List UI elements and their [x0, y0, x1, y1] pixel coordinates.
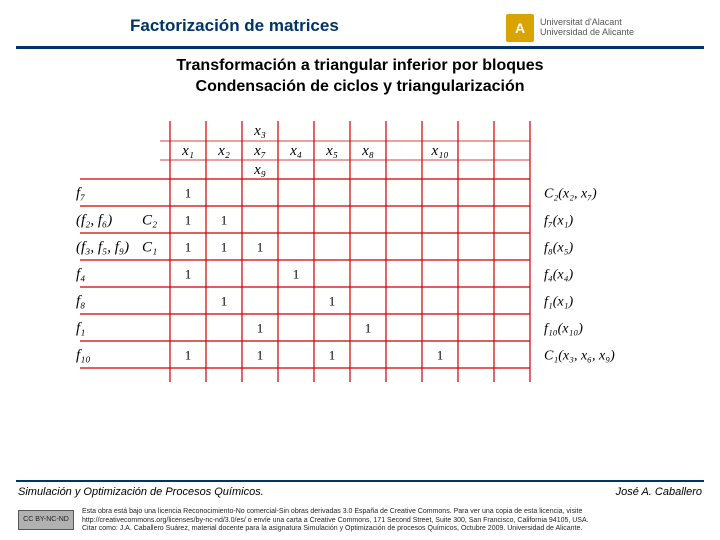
- svg-text:1: 1: [329, 293, 336, 308]
- svg-text:f₈(x₅): f₈(x₅): [544, 240, 574, 255]
- svg-text:f₈: f₈: [76, 293, 85, 309]
- svg-text:f₄: f₄: [76, 266, 85, 282]
- svg-text:1: 1: [185, 266, 192, 281]
- svg-text:1: 1: [185, 185, 192, 200]
- ua-text: Universitat d'Alacant Universidad de Ali…: [540, 18, 634, 38]
- footer-meta: Simulación y Optimización de Procesos Qu…: [18, 486, 702, 498]
- svg-text:(f₃, f₅, f₉): (f₃, f₅, f₉): [76, 239, 129, 255]
- svg-text:f₇(x₁): f₇(x₁): [544, 213, 574, 228]
- svg-text:x₃: x₃: [253, 123, 266, 139]
- ua-shield-icon: A: [506, 14, 534, 42]
- svg-text:x₄: x₄: [289, 143, 302, 159]
- svg-text:1: 1: [437, 347, 444, 362]
- cc-line-1: Esta obra está bajo una licencia Reconoc…: [82, 508, 702, 517]
- header-divider: [16, 46, 704, 49]
- svg-text:1: 1: [221, 239, 228, 254]
- slide-subtitle: Transformación a triangular inferior por…: [0, 56, 720, 98]
- svg-text:C₁(x₃, x₆, x₉): C₁(x₃, x₆, x₉): [544, 348, 615, 363]
- svg-text:C₁: C₁: [142, 239, 157, 255]
- cc-badge-icon: CC BY-NC-ND: [18, 510, 74, 530]
- svg-text:C₂: C₂: [142, 212, 157, 228]
- author-name: José A. Caballero: [616, 486, 702, 498]
- svg-text:x₈: x₈: [361, 143, 374, 159]
- matrix-diagram: x₃ x₁ x₂ x₇ x₄ x₅ x₈ x₁₀ x₉ f₇ (f₂, f₆) (f₃, f₅, f₉…: [60, 105, 660, 465]
- svg-text:1: 1: [257, 347, 264, 362]
- subtitle-line-1: Transformación a triangular inferior por…: [0, 56, 720, 77]
- svg-text:x₉: x₉: [253, 162, 266, 178]
- cc-line-3: Citar como: J.A. Caballero Suárez, mater…: [82, 525, 702, 534]
- university-logo: A Universitat d'Alacant Universidad de A…: [506, 12, 706, 44]
- svg-text:1: 1: [257, 320, 264, 335]
- svg-text:x₅: x₅: [325, 143, 338, 159]
- svg-text:1: 1: [185, 239, 192, 254]
- slide-title: Factorización de matrices: [130, 16, 339, 36]
- svg-text:1: 1: [221, 212, 228, 227]
- svg-text:1: 1: [329, 347, 336, 362]
- license-block: CC BY-NC-ND Esta obra está bajo una lice…: [18, 508, 702, 534]
- svg-text:f₁(x₁): f₁(x₁): [544, 294, 574, 309]
- svg-text:C₂(x₂, x₇): C₂(x₂, x₇): [544, 186, 597, 201]
- svg-text:x₂: x₂: [217, 143, 230, 159]
- svg-text:1: 1: [221, 293, 228, 308]
- svg-text:(f₂, f₆): (f₂, f₆): [76, 212, 112, 228]
- svg-text:x₁: x₁: [181, 143, 194, 159]
- slide-header: Factorización de matrices A Universitat …: [0, 12, 720, 54]
- svg-text:x₇: x₇: [253, 143, 266, 159]
- svg-text:1: 1: [293, 266, 300, 281]
- svg-text:1: 1: [365, 320, 372, 335]
- svg-text:1: 1: [185, 212, 192, 227]
- subtitle-line-2: Condensación de ciclos y triangularizaci…: [0, 77, 720, 98]
- footer-divider: [16, 480, 704, 482]
- uni-name-2: Universidad de Alicante: [540, 28, 634, 38]
- svg-text:1: 1: [257, 239, 264, 254]
- course-name: Simulación y Optimización de Procesos Qu…: [18, 486, 264, 498]
- svg-text:f₄(x₄): f₄(x₄): [544, 267, 574, 282]
- svg-text:f₁₀(x₁₀): f₁₀(x₁₀): [544, 321, 583, 336]
- svg-text:f₁₀: f₁₀: [76, 347, 91, 363]
- svg-text:x₁₀: x₁₀: [430, 143, 448, 159]
- svg-text:f₁: f₁: [76, 320, 85, 336]
- svg-text:1: 1: [185, 347, 192, 362]
- cc-line-2: http://creativecommons.org/licenses/by-n…: [82, 517, 702, 526]
- license-text: Esta obra está bajo una licencia Reconoc…: [82, 508, 702, 534]
- svg-text:f₇: f₇: [76, 185, 85, 201]
